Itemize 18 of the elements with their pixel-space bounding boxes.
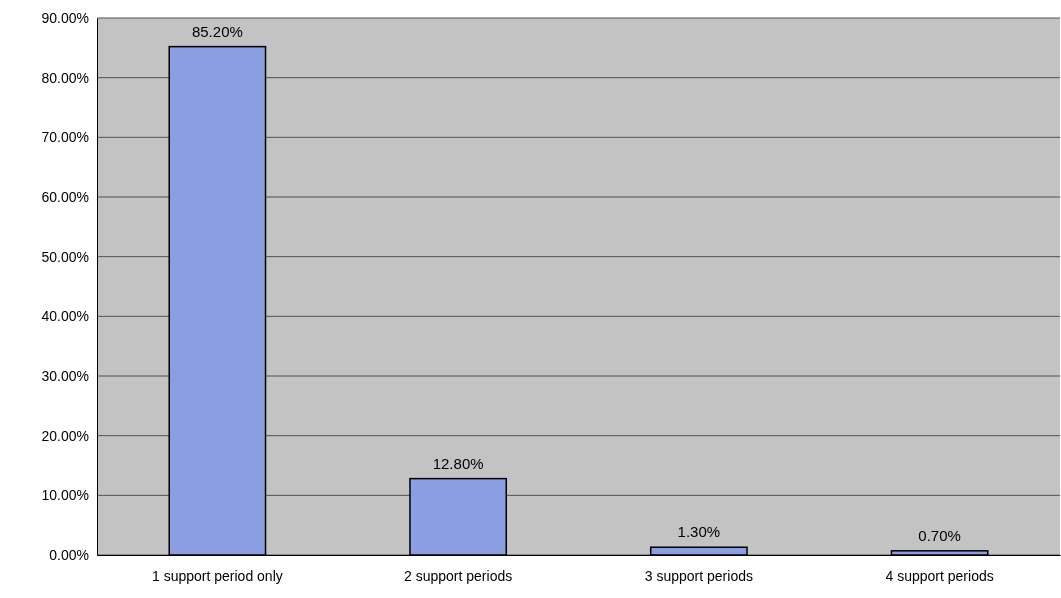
data-label: 12.80% [432, 454, 484, 472]
x-tick-label: 1 support period only [151, 567, 283, 584]
x-tick-label: 2 support periods [404, 567, 513, 584]
data-label: 85.20% [191, 22, 243, 40]
y-tick-label: 0.00% [49, 546, 89, 563]
y-tick-label: 80.00% [41, 69, 89, 86]
y-tick-label: 50.00% [41, 248, 89, 265]
x-tick-label: 3 support periods [644, 567, 753, 584]
data-label: 0.70% [918, 526, 961, 544]
y-tick-label: 10.00% [41, 487, 89, 504]
y-tick-label: 90.00% [41, 9, 89, 26]
y-tick-label: 40.00% [41, 308, 89, 325]
y-tick-label: 70.00% [41, 129, 89, 146]
x-tick-label: 4 support periods [885, 567, 994, 584]
y-tick-label: 60.00% [41, 188, 89, 205]
data-label: 1.30% [677, 523, 721, 541]
y-tick-label: 20.00% [41, 427, 89, 444]
y-tick-label: 30.00% [41, 367, 89, 384]
